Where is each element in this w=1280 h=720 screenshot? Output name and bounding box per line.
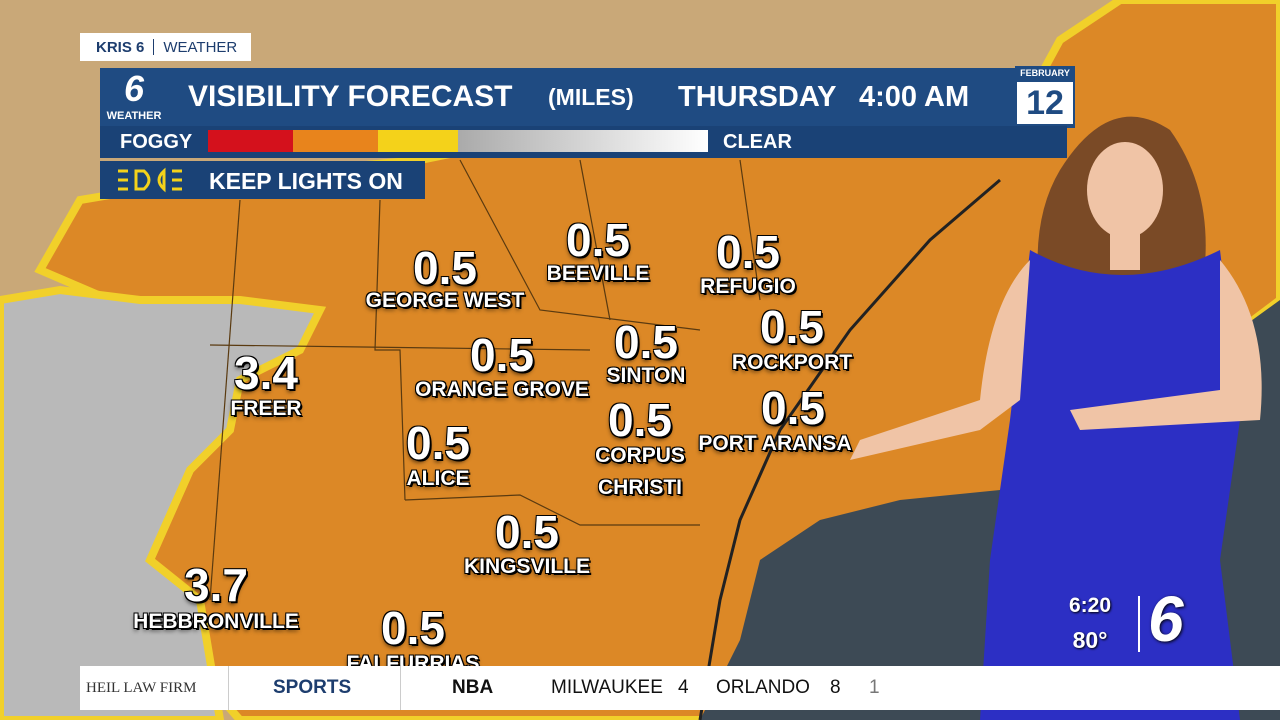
period: 1 [869,677,880,698]
city-value: 0.5 [413,242,477,294]
station: KRIS 6 [96,38,145,56]
presenter [850,116,1262,720]
county-lines [209,159,761,601]
city-value: 0.5 [566,214,630,266]
city-name: ROCKPORT [731,351,853,374]
corner-logo: 6 [1148,583,1184,655]
city-value: 0.5 [406,417,470,469]
lights-icon [118,167,182,193]
ticker-section: SPORTS [273,677,352,698]
ticker: HEIL LAW FIRM SPORTS NBA MILWAUKEE 4 ORL… [80,666,1280,710]
section: WEATHER [163,38,238,56]
legend-high: CLEAR [723,131,792,153]
divider [1138,596,1140,652]
date-box: FEBRUARY 12 [1015,66,1075,128]
city-name: CORPUS CHRISTI [595,444,685,499]
sponsor: HEIL LAW FIRM [86,680,197,696]
city-name: ORANGE GROVE [415,378,589,401]
temperature: 80° [1072,627,1108,653]
units: (MILES) [548,84,634,110]
city-name: HEBBRONVILLE [133,610,299,633]
city-name: FREER [230,397,302,420]
team1: MILWAUKEE [551,677,663,698]
coast [698,178,1001,720]
city-name: PORT ARANSA [698,432,852,455]
logo: 6 [123,68,145,109]
logo-caption: WEATHER [106,110,162,122]
city-name: SINTON [606,364,686,387]
month: FEBRUARY [1020,68,1070,78]
advisory: KEEP LIGHTS ON [100,161,425,199]
city-name: REFUGIO [700,275,796,298]
city-value: 0.5 [761,382,825,434]
city-value: 3.7 [184,559,248,611]
city-value: 0.5 [614,316,678,368]
day: THURSDAY [678,81,837,113]
time: 4:00 AM [859,81,970,113]
date: 12 [1017,82,1073,124]
legend-scale [208,130,708,152]
clock: 6:20 [1068,594,1112,617]
city-value: 0.5 [381,602,445,654]
league: NBA [452,677,494,698]
title: VISIBILITY FORECAST [188,80,513,113]
city-name: BEEVILLE [546,262,650,285]
city-value: 3.4 [234,347,298,399]
city-value: 0.5 [716,226,780,278]
station-tag: KRIS 6 WEATHER [80,33,252,61]
team2: ORLANDO [716,677,810,698]
city-name: ALICE [406,467,470,490]
advisory-text: KEEP LIGHTS ON [209,168,403,194]
city-value: 0.5 [495,506,559,558]
city-value: 0.5 [760,301,824,353]
city-value: 0.5 [470,329,534,381]
legend: FOGGY CLEAR [100,126,1067,158]
city-name: GEORGE WEST [365,289,525,312]
legend-low: FOGGY [120,131,193,153]
city-value: 0.5 [608,394,672,446]
score1: 4 [678,677,689,698]
title-bar: 6 WEATHER VISIBILITY FORECAST (MILES) TH… [100,68,1015,126]
score2: 8 [830,677,841,698]
city-name: KINGSVILLE [463,555,591,578]
